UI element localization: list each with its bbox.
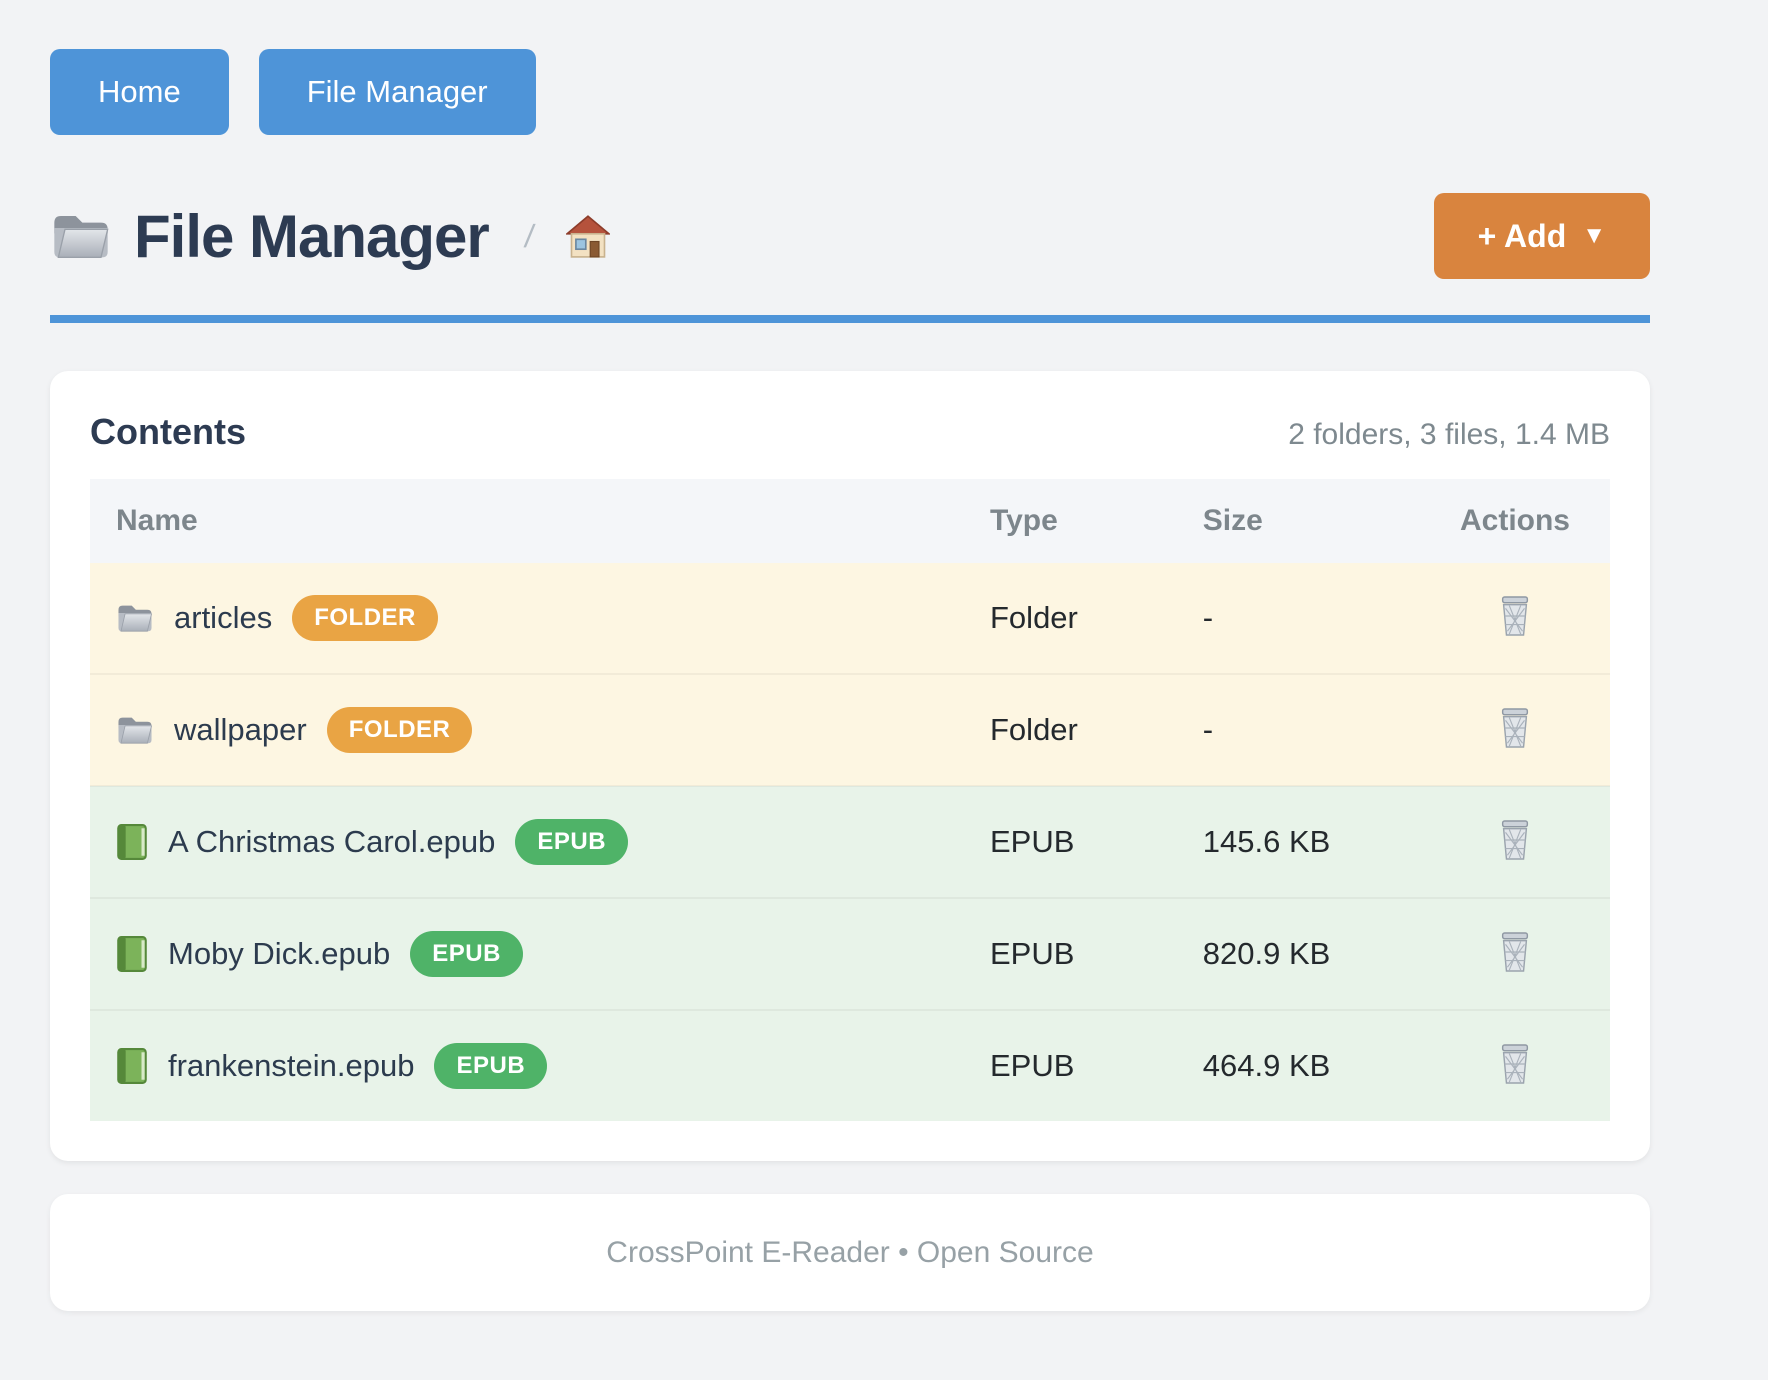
house-icon xyxy=(565,214,610,258)
file-type-badge: EPUB xyxy=(515,819,629,865)
column-header-size: Size xyxy=(1176,479,1420,563)
delete-button[interactable] xyxy=(1492,702,1538,757)
green-book-icon xyxy=(116,935,148,973)
column-header-type: Type xyxy=(964,479,1177,563)
file-type-badge: EPUB xyxy=(434,1043,548,1089)
file-size: 820.9 KB xyxy=(1202,936,1331,971)
delete-button[interactable] xyxy=(1492,590,1538,645)
green-book-icon xyxy=(116,823,148,861)
folder-icon xyxy=(116,715,154,745)
add-button-label: + Add xyxy=(1477,217,1567,254)
table-header-row: Name Type Size Actions xyxy=(90,479,1610,563)
contents-card: Contents 2 folders, 3 files, 1.4 MB Name… xyxy=(50,371,1650,1161)
wastebasket-icon xyxy=(1496,930,1534,974)
file-size: 464.9 KB xyxy=(1202,1048,1331,1083)
wastebasket-icon xyxy=(1496,706,1534,750)
file-manager-button[interactable]: File Manager xyxy=(258,49,536,135)
file-name[interactable]: articles xyxy=(174,600,273,635)
column-header-name: Name xyxy=(90,479,964,563)
top-nav: Home File Manager xyxy=(50,0,1650,135)
folder-icon xyxy=(116,603,154,633)
file-table: Name Type Size Actions articles FOLDER F… xyxy=(90,479,1610,1121)
file-name[interactable]: wallpaper xyxy=(174,712,307,747)
file-size: - xyxy=(1202,600,1214,635)
file-name[interactable]: frankenstein.epub xyxy=(168,1048,415,1083)
file-size: 145.6 KB xyxy=(1202,824,1331,859)
folder-icon xyxy=(50,212,112,260)
contents-heading: Contents xyxy=(90,411,246,452)
breadcrumb-home-link[interactable] xyxy=(565,214,610,258)
page-title: File Manager xyxy=(134,202,490,270)
file-size: - xyxy=(1202,712,1214,747)
breadcrumb-separator: / xyxy=(522,217,537,254)
delete-button[interactable] xyxy=(1492,1038,1538,1093)
green-book-icon xyxy=(116,1047,148,1085)
contents-summary: 2 folders, 3 files, 1.4 MB xyxy=(1288,418,1610,451)
file-name[interactable]: Moby Dick.epub xyxy=(168,936,391,971)
delete-button[interactable] xyxy=(1492,926,1538,981)
wastebasket-icon xyxy=(1496,1042,1534,1086)
file-type-badge: EPUB xyxy=(410,931,523,977)
file-type: EPUB xyxy=(990,824,1075,859)
file-table-body: articles FOLDER Folder - wallpaper FOLDE… xyxy=(90,563,1610,1121)
wastebasket-icon xyxy=(1496,818,1534,862)
file-name[interactable]: A Christmas Carol.epub xyxy=(168,824,496,859)
file-type-badge: FOLDER xyxy=(326,707,473,753)
home-button[interactable]: Home xyxy=(50,49,229,135)
file-type: Folder xyxy=(990,600,1078,635)
table-row[interactable]: wallpaper FOLDER Folder - xyxy=(90,674,1610,786)
table-row[interactable]: articles FOLDER Folder - xyxy=(90,563,1610,674)
file-type: Folder xyxy=(990,712,1078,747)
add-button[interactable]: + Add ▼ xyxy=(1433,193,1650,279)
column-header-actions: Actions xyxy=(1419,479,1610,563)
table-row[interactable]: Moby Dick.epub EPUB EPUB 820.9 KB xyxy=(90,898,1610,1010)
wastebasket-icon xyxy=(1496,594,1534,638)
delete-button[interactable] xyxy=(1492,814,1538,869)
file-type-badge: FOLDER xyxy=(292,595,438,641)
table-row[interactable]: frankenstein.epub EPUB EPUB 464.9 KB xyxy=(90,1010,1610,1121)
footer-text: CrossPoint E-Reader • Open Source xyxy=(606,1235,1094,1269)
title-divider xyxy=(50,315,1650,323)
file-type: EPUB xyxy=(990,936,1075,971)
footer: CrossPoint E-Reader • Open Source xyxy=(50,1194,1650,1311)
file-type: EPUB xyxy=(990,1048,1075,1083)
table-row[interactable]: A Christmas Carol.epub EPUB EPUB 145.6 K… xyxy=(90,786,1610,898)
page: Home File Manager File Manager / + Add ▼… xyxy=(50,0,1650,1311)
chevron-down-icon: ▼ xyxy=(1582,222,1606,249)
page-header: File Manager / + Add ▼ xyxy=(50,193,1650,279)
